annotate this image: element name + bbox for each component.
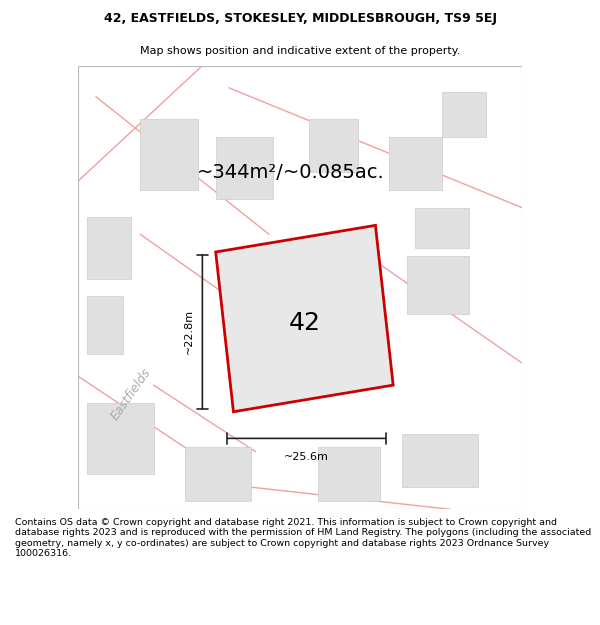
Polygon shape: [442, 92, 487, 137]
Polygon shape: [185, 448, 251, 501]
Text: Map shows position and indicative extent of the property.: Map shows position and indicative extent…: [140, 46, 460, 56]
Text: 42, EASTFIELDS, STOKESLEY, MIDDLESBROUGH, TS9 5EJ: 42, EASTFIELDS, STOKESLEY, MIDDLESBROUGH…: [104, 12, 497, 25]
Polygon shape: [215, 226, 393, 412]
Polygon shape: [318, 448, 380, 501]
Polygon shape: [140, 119, 198, 190]
Text: 42: 42: [289, 311, 320, 335]
Polygon shape: [407, 256, 469, 314]
Text: ~22.8m: ~22.8m: [184, 309, 193, 354]
Text: Contains OS data © Crown copyright and database right 2021. This information is : Contains OS data © Crown copyright and d…: [15, 518, 591, 558]
Polygon shape: [415, 208, 469, 248]
Text: Eastfields: Eastfields: [109, 366, 154, 423]
Text: ~344m²/~0.085ac.: ~344m²/~0.085ac.: [197, 162, 385, 182]
Polygon shape: [87, 403, 154, 474]
Polygon shape: [215, 137, 274, 199]
Polygon shape: [87, 216, 131, 279]
Polygon shape: [87, 296, 122, 354]
Text: ~25.6m: ~25.6m: [284, 452, 329, 462]
Polygon shape: [389, 137, 442, 190]
Polygon shape: [309, 119, 358, 172]
Polygon shape: [402, 434, 478, 488]
